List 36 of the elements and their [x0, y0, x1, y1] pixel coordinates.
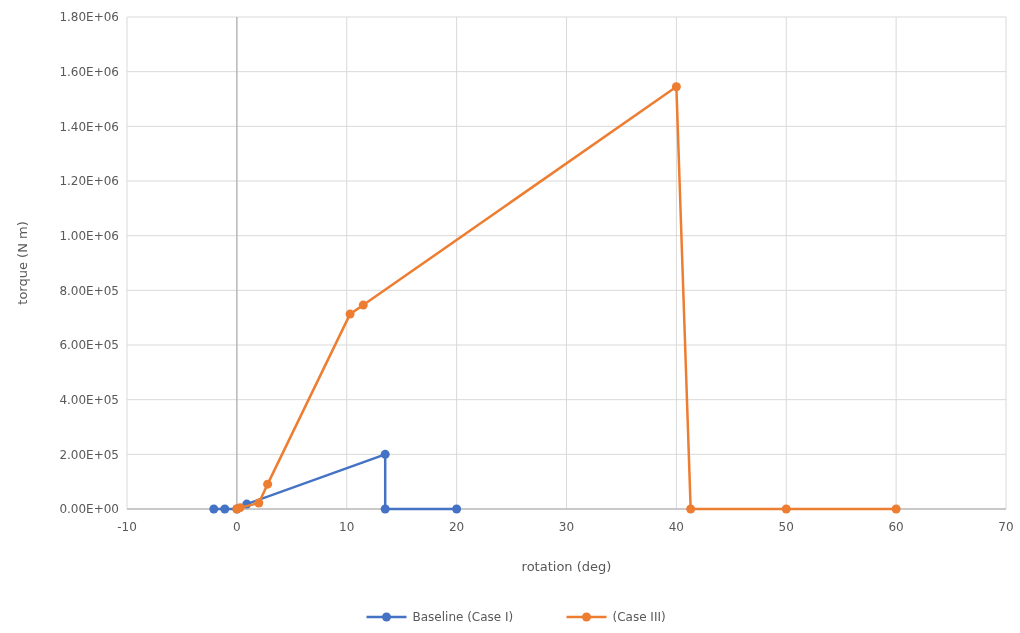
- x-tick-label: 60: [888, 520, 904, 534]
- y-tick-label: 1.60E+06: [59, 64, 119, 79]
- point: [891, 504, 901, 514]
- point: [380, 504, 390, 514]
- x-tick-label: 40: [668, 520, 685, 534]
- y-tick-label: 6.00E+05: [59, 338, 119, 353]
- x-tick-label: 20: [448, 520, 465, 534]
- x-axis-title: rotation (deg): [521, 559, 612, 574]
- point: [380, 449, 390, 459]
- y-tick-label: 1.40E+06: [59, 119, 119, 134]
- point: [781, 504, 791, 514]
- point: [254, 498, 264, 508]
- legend-label: Baseline (Case I): [412, 610, 514, 624]
- y-tick-label: 4.00E+05: [59, 392, 119, 407]
- point: [686, 504, 696, 514]
- point: [358, 300, 368, 310]
- x-tick-label: 50: [778, 520, 794, 534]
- point: [671, 82, 681, 92]
- point: [263, 479, 273, 489]
- y-tick-label: 8.00E+05: [59, 283, 119, 298]
- point: [452, 504, 462, 514]
- x-tick-label: 0: [233, 520, 241, 534]
- point: [345, 309, 355, 319]
- y-tick-label: 1.20E+06: [59, 174, 119, 189]
- y-tick-label: 2.00E+05: [59, 447, 119, 462]
- point: [209, 504, 219, 514]
- y-axis-title: torque (N m): [15, 221, 30, 305]
- x-tick-label: 70: [998, 520, 1014, 534]
- x-tick-label: 30: [558, 520, 575, 534]
- x-tick-label: -10: [117, 520, 137, 534]
- y-tick-label: 0.00E+00: [59, 502, 119, 517]
- y-tick-label: 1.00E+06: [59, 228, 119, 243]
- point: [220, 504, 230, 514]
- y-tick-label: 1.80E+06: [59, 10, 119, 25]
- x-tick-label: 10: [339, 520, 355, 534]
- legend-label: (Case III): [612, 610, 666, 624]
